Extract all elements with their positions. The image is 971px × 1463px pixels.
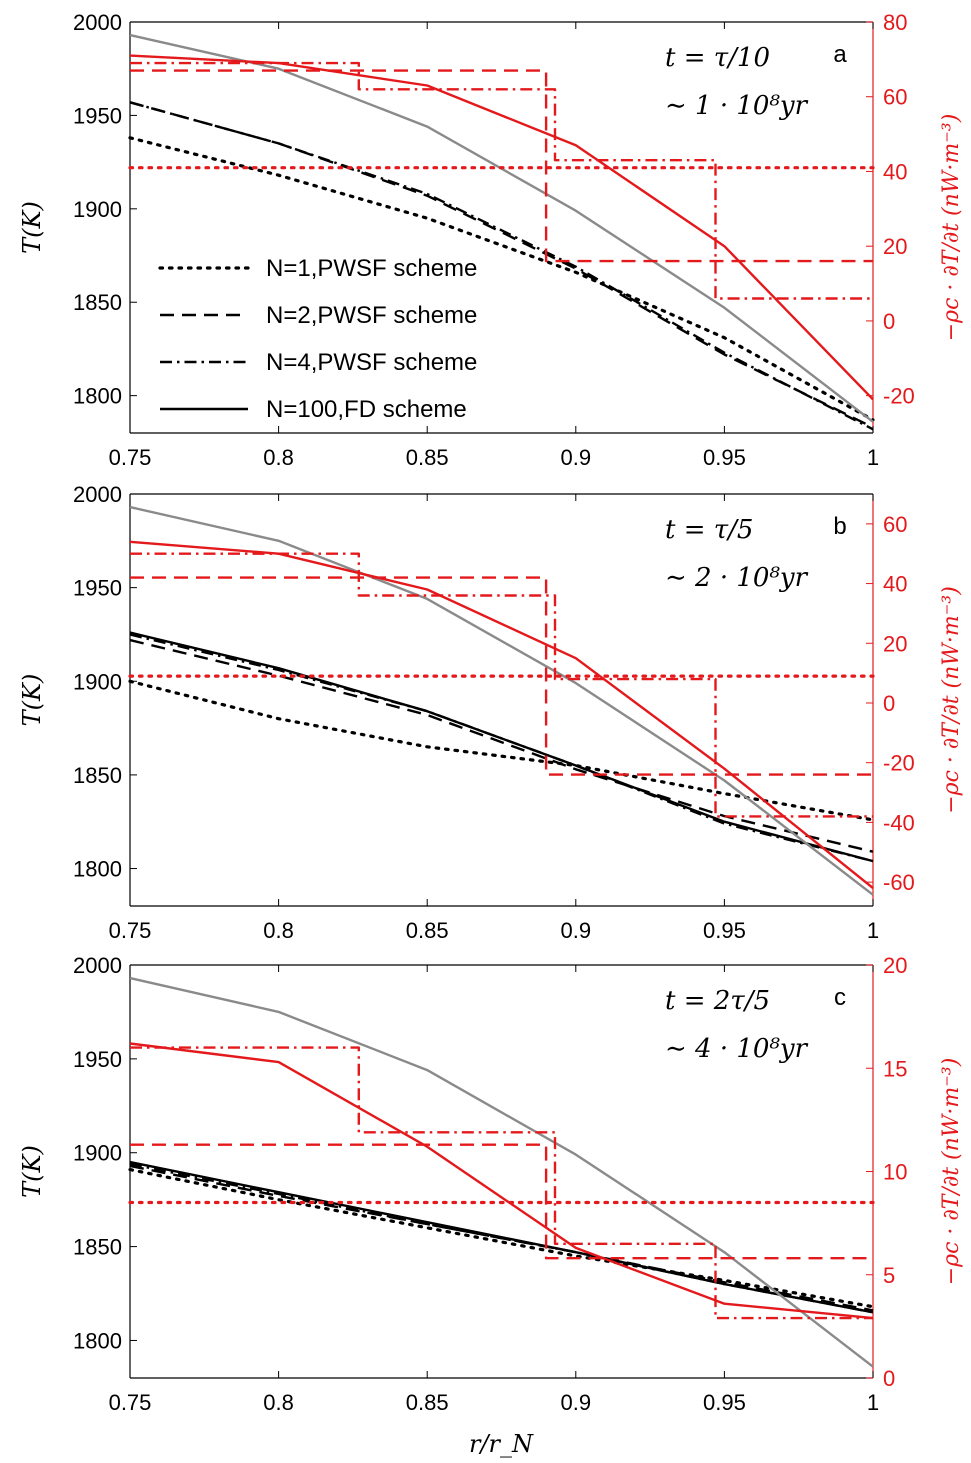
- time-annotation: t = 2τ/5: [665, 986, 770, 1016]
- legend: N=1,PWSF scheme N=2,PWSF scheme N=4,PWSF s…: [158, 255, 477, 423]
- y-right-tick-label: 0: [883, 691, 895, 716]
- y-tick-label: 1800: [73, 1328, 122, 1353]
- y-tick-label: 2000: [73, 10, 122, 35]
- y-right-tick-label: 80: [883, 10, 907, 35]
- y-right-tick-label: 20: [883, 631, 907, 656]
- series-line-temp-dashdot: [129, 633, 874, 863]
- x-tick-label: 0.95: [703, 1390, 746, 1415]
- y-right-tick-label: 0: [883, 1366, 895, 1391]
- x-tick-label: 0.95: [703, 918, 746, 943]
- y-tick-label: 1850: [73, 290, 122, 315]
- y-right-tick-label: 15: [883, 1056, 907, 1081]
- series-line-heat-dashdot: [130, 552, 873, 818]
- x-tick-label: 0.8: [263, 445, 294, 470]
- y-right-tick-label: -60: [883, 870, 915, 895]
- y-tick-label: 1800: [73, 857, 122, 882]
- legend-label: N=1,PWSF scheme: [266, 255, 477, 282]
- y-right-axis-title: −ρc · ∂T/∂t (nW·m⁻³): [939, 586, 964, 814]
- x-axis-title: r/r_N: [469, 1430, 534, 1458]
- y-right-tick-label: 60: [883, 85, 907, 110]
- age-annotation: ∼ 1 · 10⁸yr: [665, 91, 809, 121]
- series-line-temp-dotted: [128, 1167, 875, 1309]
- y-tick-label: 1900: [73, 669, 122, 694]
- y-tick-label: 1850: [73, 1235, 122, 1260]
- series-line-temp-dashed: [129, 101, 874, 429]
- x-tick-label: 0.9: [561, 918, 592, 943]
- series-line-temp-dashed: [129, 638, 874, 853]
- y-tick-label: 1950: [73, 1047, 122, 1072]
- legend-label: N=4,PWSF scheme: [266, 349, 477, 376]
- chart-panel-c: 0.75 0.8 0.85 0.9 0.95 1 1800 1850 1900 1950 2000 0…: [18, 953, 964, 1415]
- x-tick-label: 0.75: [109, 445, 152, 470]
- chart-panel-a: 0.75 0.8 0.85 0.9 0.95 1 1800 1850 1900 1950 2000 -…: [18, 10, 964, 470]
- y-tick-label: 1900: [73, 1141, 122, 1166]
- x-tick-label: 0.8: [263, 918, 294, 943]
- series-line-temp-solid: [129, 1160, 874, 1314]
- series-line-temp-solid-gray: [129, 505, 874, 896]
- y-right-tick-label: 0: [883, 309, 895, 334]
- y-right-tick-label: 10: [883, 1160, 907, 1185]
- x-tick-label: 1: [867, 1390, 879, 1415]
- series-line-temp-dotted: [128, 136, 875, 422]
- series-line-temp-dotted: [128, 679, 875, 822]
- y-axis-title: T(K): [18, 201, 46, 254]
- series-line-heat-dashed: [130, 69, 873, 263]
- age-annotation: ∼ 2 · 10⁸yr: [665, 563, 809, 593]
- y-tick-label: 1900: [73, 197, 122, 222]
- age-annotation: ∼ 4 · 10⁸yr: [665, 1034, 809, 1064]
- series-line-heat-dashdot: [130, 1046, 873, 1320]
- series-line-temp-dashdot: [129, 101, 874, 431]
- x-tick-label: 0.9: [561, 1390, 592, 1415]
- time-annotation: t = τ/5: [665, 515, 753, 545]
- x-tick-label: 1: [867, 918, 879, 943]
- y-right-tick-label: 40: [883, 159, 907, 184]
- y-right-axis-title: −ρc · ∂T/∂t (nW·m⁻³): [939, 1058, 964, 1286]
- y-right-tick-label: 5: [883, 1263, 895, 1288]
- y-axis-title: T(K): [18, 674, 46, 727]
- time-annotation: t = τ/10: [665, 43, 770, 73]
- series-line-heat-dashed: [130, 1143, 873, 1260]
- series-line-heat-solid: [129, 54, 874, 401]
- x-tick-label: 0.95: [703, 445, 746, 470]
- panel-letter: b: [833, 513, 846, 540]
- x-tick-label: 0.75: [109, 1390, 152, 1415]
- y-right-tick-label: -20: [883, 751, 915, 776]
- x-tick-label: 1: [867, 445, 879, 470]
- y-right-tick-label: 20: [883, 234, 907, 259]
- y-right-tick-label: 40: [883, 572, 907, 597]
- x-tick-label: 0.8: [263, 1390, 294, 1415]
- series-line-heat-solid: [129, 1042, 874, 1320]
- y-right-tick-label: 20: [883, 953, 907, 978]
- y-tick-label: 1950: [73, 103, 122, 128]
- y-tick-label: 2000: [73, 482, 122, 507]
- series-line-heat-solid: [129, 540, 874, 890]
- series-line-heat-dashed: [130, 576, 873, 776]
- y-right-tick-label: -20: [883, 384, 915, 409]
- y-tick-label: 1800: [73, 384, 122, 409]
- x-tick-label: 0.9: [561, 445, 592, 470]
- y-tick-label: 2000: [73, 953, 122, 978]
- legend-label: N=100,FD scheme: [266, 396, 467, 423]
- x-tick-label: 0.85: [406, 918, 449, 943]
- y-tick-label: 1850: [73, 763, 122, 788]
- series-line-temp-solid: [129, 631, 874, 863]
- y-right-tick-label: 60: [883, 512, 907, 537]
- legend-label: N=2,PWSF scheme: [266, 302, 477, 329]
- series-line-temp-solid-gray: [129, 976, 874, 1368]
- y-tick-label: 1950: [73, 576, 122, 601]
- panel-letter: c: [834, 984, 846, 1011]
- y-right-axis-title: −ρc · ∂T/∂t (nW·m⁻³): [939, 114, 964, 342]
- chart-panel-b: 0.75 0.8 0.85 0.9 0.95 1 1800 1850 1900 1950 2000 -…: [18, 482, 964, 943]
- panel-letter: a: [833, 41, 847, 68]
- x-tick-label: 0.75: [109, 918, 152, 943]
- y-axis-title: T(K): [18, 1145, 46, 1198]
- x-tick-label: 0.85: [406, 445, 449, 470]
- y-right-tick-label: -40: [883, 810, 915, 835]
- x-tick-label: 0.85: [406, 1390, 449, 1415]
